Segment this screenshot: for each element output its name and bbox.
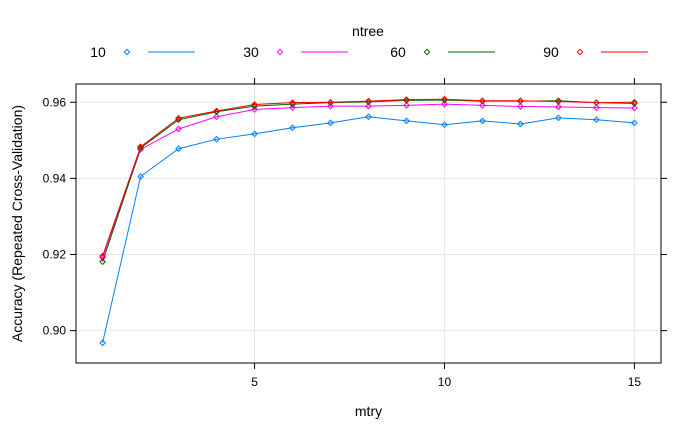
data-point-90 (289, 99, 296, 107)
legend-item-90: 90 (543, 44, 648, 60)
legend-label: 10 (90, 44, 106, 60)
data-point-90 (99, 252, 106, 260)
x-tick-label: 5 (251, 375, 258, 389)
data-point-30 (517, 103, 524, 110)
legend-item-60: 60 (390, 44, 495, 60)
legend-item-30: 30 (243, 44, 348, 60)
data-point-10 (327, 119, 334, 127)
data-point-90 (555, 98, 562, 105)
x-axis-title: mtry (355, 403, 382, 419)
series-10 (99, 113, 638, 347)
data-point-10 (99, 339, 106, 347)
x-tick-label: 15 (628, 375, 642, 389)
data-point-30 (555, 103, 562, 111)
data-point-30 (631, 104, 638, 112)
data-point-90 (327, 98, 334, 106)
data-point-30 (441, 100, 448, 108)
data-point-90 (441, 95, 448, 103)
series-60 (99, 96, 638, 266)
series-line-60 (102, 99, 635, 262)
y-tick-label: 0.96 (43, 95, 67, 109)
series-30 (99, 100, 638, 261)
legend-label: 90 (543, 44, 559, 60)
series-line-90 (102, 98, 635, 257)
data-point-90 (479, 97, 486, 105)
series-90 (99, 95, 638, 260)
data-point-30 (251, 106, 258, 113)
data-point-30 (327, 102, 334, 110)
data-point-10 (365, 113, 372, 121)
legend-marker (123, 48, 131, 56)
data-point-90 (403, 96, 410, 104)
data-point-30 (289, 104, 296, 112)
data-point-30 (213, 113, 220, 121)
data-point-60 (99, 258, 106, 266)
axes: 5 10 15 0.90 0.92 0.94 0.96 (43, 78, 667, 389)
legend-item-10: 10 (90, 44, 195, 60)
y-axis-title: Accuracy (Repeated Cross-Validation) (9, 105, 25, 342)
legend-label: 60 (390, 44, 406, 60)
data-point-90 (631, 98, 638, 106)
data-point-10 (251, 130, 258, 138)
data-point-10 (213, 135, 220, 143)
x-tick-label: 10 (438, 375, 452, 389)
plot-panel (75, 83, 662, 364)
legend-marker (276, 48, 284, 56)
y-tick-label: 0.94 (43, 171, 67, 185)
data-point-10 (631, 119, 638, 127)
data-point-30 (403, 101, 410, 109)
series-line-10 (102, 116, 635, 343)
data-point-10 (593, 116, 600, 124)
data-point-30 (175, 125, 182, 133)
legend-title: ntree (352, 23, 384, 39)
data-point-10 (555, 114, 562, 122)
y-tick-label: 0.90 (43, 324, 67, 338)
legend-label: 30 (243, 44, 259, 60)
data-point-30 (593, 104, 600, 112)
series-line-30 (102, 103, 635, 258)
data-point-10 (517, 120, 524, 128)
data-point-90 (593, 99, 600, 107)
legend: ntree 10 30 60 90 (90, 23, 648, 60)
data-point-30 (365, 102, 372, 110)
data-point-10 (289, 124, 296, 132)
legend-marker (423, 48, 431, 56)
data-point-90 (175, 114, 182, 122)
data-point-90 (251, 101, 258, 108)
data-point-60 (555, 97, 562, 105)
legend-marker (576, 48, 584, 56)
data-point-90 (213, 107, 220, 115)
data-point-10 (441, 121, 448, 129)
series-layer (99, 95, 638, 347)
data-point-90 (517, 97, 524, 105)
data-point-90 (365, 97, 372, 105)
grid (76, 84, 661, 363)
y-tick-label: 0.92 (43, 248, 67, 262)
data-point-10 (175, 145, 182, 153)
data-point-10 (479, 117, 486, 125)
data-point-10 (403, 117, 410, 125)
data-point-30 (479, 101, 486, 109)
data-point-10 (137, 173, 144, 180)
data-point-90 (137, 143, 144, 151)
